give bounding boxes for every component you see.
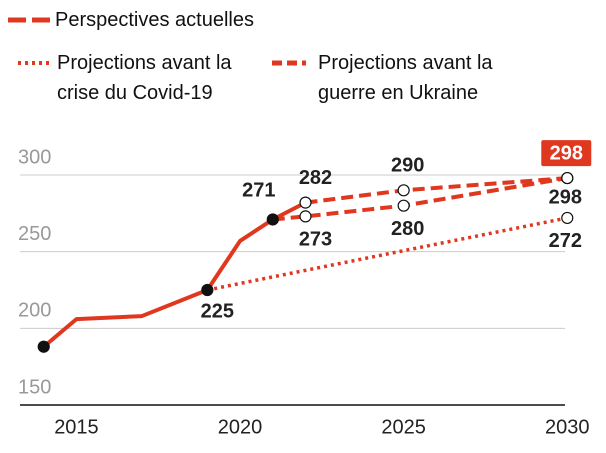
value-label: 298 (550, 142, 583, 164)
legend-label: Projections avant la guerre en Ukraine (318, 52, 493, 104)
value-label-box (541, 140, 592, 167)
y-tick-label: 250 (18, 223, 51, 245)
value-label: 282 (299, 167, 332, 189)
point (397, 199, 410, 212)
point (201, 283, 214, 297)
value-label: 273 (299, 229, 332, 251)
point (397, 184, 410, 197)
x-tick-label: 2025 (381, 416, 426, 438)
x-tick-label: 2015 (54, 416, 99, 438)
line (272, 176, 568, 222)
value-label: 290 (391, 155, 424, 177)
value-label: 225 (201, 300, 234, 322)
line (42, 200, 307, 349)
line (206, 216, 568, 292)
y-tick-label: 300 (18, 146, 51, 168)
legend-label: Projections avant la crise du Covid-19 (57, 52, 232, 104)
point (266, 213, 279, 226)
point (37, 340, 50, 353)
value-label: 298 (549, 186, 582, 208)
legend-label: Perspectives actuelles (55, 9, 254, 31)
y-tick-label: 150 (18, 376, 51, 398)
point (561, 171, 574, 185)
x-tick-label: 2020 (218, 416, 263, 438)
value-label: 280 (391, 218, 424, 240)
value-label: 271 (242, 180, 275, 202)
value-label: 272 (549, 230, 582, 252)
y-tick-label: 200 (18, 300, 51, 322)
x-tick-label: 2030 (545, 416, 590, 438)
point (299, 210, 312, 223)
point (299, 196, 312, 209)
point (561, 211, 574, 225)
